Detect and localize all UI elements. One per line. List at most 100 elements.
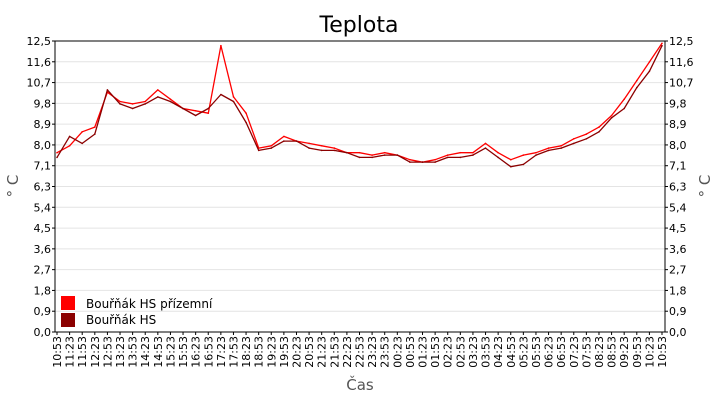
x-tick-label: 23:53 — [379, 336, 392, 368]
data-point — [497, 151, 499, 154]
x-tick-label: 04:53 — [505, 336, 518, 368]
chart-title: Teplota — [319, 13, 399, 38]
data-point — [623, 98, 625, 100]
data-point — [270, 147, 273, 149]
series-line-2 — [56, 45, 663, 168]
y-tick-label-left: 3,6 — [34, 243, 52, 256]
x-tick-label: 07:53 — [580, 336, 593, 368]
data-point — [648, 70, 651, 73]
y-tick-label-right: 0,0 — [669, 326, 687, 339]
x-tick-label: 21:23 — [316, 336, 329, 368]
data-point — [169, 98, 172, 100]
data-point — [409, 161, 411, 163]
data-point — [472, 151, 474, 154]
y-tick-label-left: 6,3 — [34, 181, 52, 194]
data-point — [119, 100, 121, 103]
y-tick-label-right: 12,5 — [669, 35, 694, 48]
x-tick-label: 15:23 — [164, 336, 177, 368]
x-tick-label: 05:23 — [517, 336, 530, 368]
y-tick-label-right: 10,7 — [669, 77, 694, 90]
data-point — [446, 154, 449, 156]
x-tick-label: 11:23 — [64, 336, 77, 368]
data-point — [257, 149, 260, 152]
y-tick-label-right: 0,9 — [669, 305, 687, 318]
data-point — [295, 140, 298, 142]
data-point — [320, 145, 323, 147]
data-point — [560, 147, 562, 149]
x-tick-label: 23:23 — [366, 336, 379, 368]
x-tick-label: 10:53 — [51, 336, 64, 368]
x-tick-label: 14:23 — [139, 336, 152, 368]
x-tick-label: 20:23 — [290, 336, 303, 368]
data-point — [68, 145, 71, 147]
data-point — [207, 112, 210, 114]
data-point — [157, 89, 159, 91]
data-point — [484, 142, 487, 145]
x-tick-label: 05:53 — [530, 336, 543, 368]
data-point — [446, 156, 449, 159]
data-point — [434, 161, 436, 163]
data-point — [371, 156, 373, 159]
x-tick-label: 03:53 — [480, 336, 493, 368]
data-point — [585, 133, 588, 135]
x-tick-label: 12:53 — [101, 336, 114, 368]
x-tick-label: 22:53 — [354, 336, 367, 368]
data-point — [131, 103, 134, 105]
data-point — [131, 107, 134, 110]
data-point — [421, 161, 424, 163]
x-tick-label: 13:23 — [114, 336, 127, 368]
data-point — [270, 145, 273, 147]
legend-swatch-2 — [61, 313, 75, 327]
data-point — [510, 165, 512, 168]
data-point — [144, 103, 146, 105]
data-point — [371, 154, 373, 156]
y-tick-label-right: 8,9 — [669, 118, 687, 131]
x-axis: 10:53 11:23 11:53 12:23 12:53 13:23 13:53 14:23… — [51, 332, 669, 368]
x-tick-label: 00:23 — [391, 336, 404, 368]
x-tick-label: 19:53 — [278, 336, 291, 368]
data-point — [94, 126, 96, 128]
x-tick-label: 10:53 — [656, 336, 669, 368]
data-point — [220, 93, 222, 96]
y-tick-label-left: 9,8 — [34, 97, 52, 110]
x-tick-label: 16:23 — [190, 336, 203, 368]
data-point — [497, 156, 499, 159]
data-point — [320, 149, 323, 152]
x-tick-label: 10:23 — [643, 336, 656, 368]
y-tick-label-left: 0,9 — [34, 305, 52, 318]
data-point — [81, 131, 83, 133]
data-point — [182, 107, 184, 110]
y-tick-label-right: 2,7 — [669, 264, 687, 277]
x-tick-label: 08:23 — [593, 336, 606, 368]
x-tick-label: 09:53 — [631, 336, 644, 368]
data-point — [547, 149, 550, 152]
y-axis-title-left: ° C — [4, 175, 22, 198]
data-point — [81, 142, 83, 145]
data-point — [56, 156, 58, 159]
x-tick-label: 19:23 — [265, 336, 278, 368]
data-point — [194, 114, 197, 117]
y-tick-label-right: 6,3 — [669, 181, 687, 194]
x-tick-label: 02:23 — [442, 336, 455, 368]
x-tick-label: 20:53 — [303, 336, 316, 368]
data-point — [358, 156, 361, 159]
y-tick-label-right: 4,5 — [669, 222, 687, 235]
data-point — [409, 158, 411, 161]
x-tick-label: 17:53 — [227, 336, 240, 368]
x-tick-label: 00:53 — [404, 336, 417, 368]
x-tick-label: 07:23 — [568, 336, 581, 368]
legend: Bouřňák HS přízemní Bouřňák HS — [61, 296, 213, 327]
data-point — [207, 107, 210, 110]
data-point — [661, 44, 663, 47]
x-tick-label: 02:53 — [454, 336, 467, 368]
grid-lines — [55, 61, 665, 312]
data-point — [333, 147, 336, 149]
data-point — [333, 149, 336, 152]
x-tick-label: 22:23 — [341, 336, 354, 368]
data-point — [535, 154, 537, 156]
data-point — [56, 151, 58, 154]
x-tick-label: 11:53 — [76, 336, 89, 368]
x-tick-label: 16:53 — [202, 336, 215, 368]
data-point — [346, 151, 348, 154]
x-tick-label: 08:53 — [606, 336, 619, 368]
